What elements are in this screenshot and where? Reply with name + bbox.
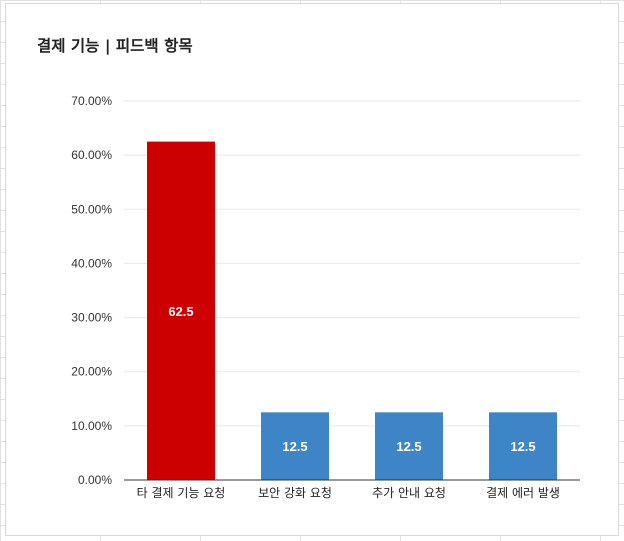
x-category-label: 보안 강화 요청 — [258, 486, 332, 500]
y-tick-label: 60.00% — [71, 148, 112, 162]
data-label: 12.5 — [282, 439, 307, 454]
chart-title: 결제 기능 | 피드백 항목 — [37, 37, 193, 55]
bar[interactable] — [375, 412, 443, 480]
y-tick-label: 20.00% — [71, 365, 112, 379]
data-label: 12.5 — [396, 439, 421, 454]
x-category-label: 추가 안내 요청 — [372, 486, 446, 500]
y-tick-label: 0.00% — [78, 473, 112, 487]
y-tick-label: 30.00% — [71, 311, 112, 325]
y-tick-label: 10.00% — [71, 419, 112, 433]
bar[interactable] — [147, 141, 215, 480]
x-category-label: 결제 에러 발생 — [486, 486, 560, 500]
y-tick-label: 70.00% — [71, 94, 112, 108]
bar[interactable] — [489, 412, 557, 480]
bar-chart: 0.00% 10.00% 20.00% 30.00% 40.00% 50.00% 60.00… — [71, 94, 580, 500]
y-tick-label: 40.00% — [71, 256, 112, 270]
data-label: 12.5 — [510, 439, 535, 454]
chart-card: 결제 기능 | 피드백 항목 0.00% 10.00% 20.00% 30.00% 40… — [6, 4, 618, 535]
bar[interactable] — [261, 412, 329, 480]
data-label: 62.5 — [168, 304, 193, 319]
x-category-label: 타 결제 기능 요청 — [137, 486, 226, 500]
y-tick-label: 50.00% — [71, 202, 112, 216]
